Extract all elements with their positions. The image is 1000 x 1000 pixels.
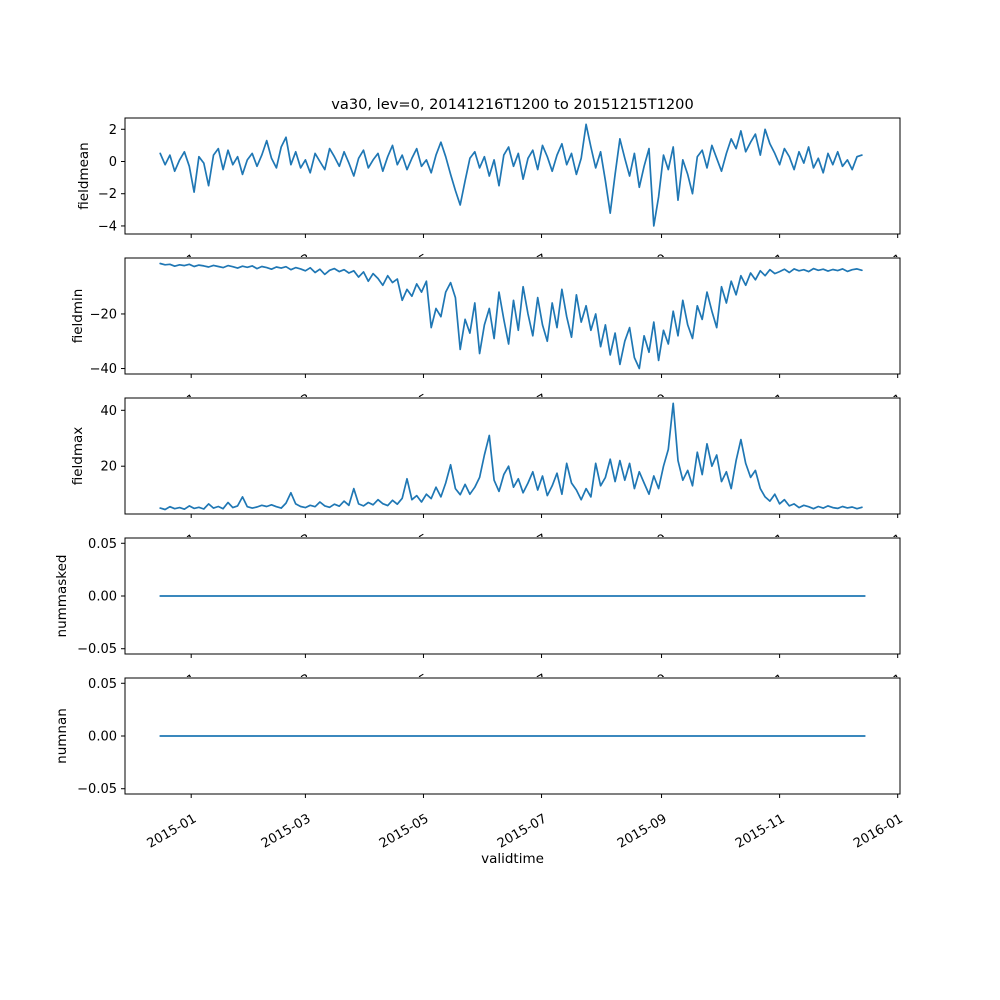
y-tick-label: 20: [100, 460, 117, 475]
subplot-numnan: 0.05 0.00 −0.05 numnan 2015-01 2015-03 2015-05…: [54, 677, 906, 852]
fieldmax-line: [159, 402, 863, 511]
y-tick-label: −4: [98, 219, 117, 234]
x-tick-label: 2015-11: [733, 671, 788, 711]
y-tick-label: 0.00: [88, 590, 117, 605]
x-tick-label: 2015-03: [259, 671, 314, 711]
plot-area-fieldmean: [159, 123, 863, 227]
x-tick-label: 2016-01: [851, 251, 906, 291]
x-tick-label: 2015-11: [733, 391, 788, 431]
x-axis-label: validtime: [481, 851, 544, 867]
fieldmean-line: [159, 123, 863, 227]
x-tick-label: 2015-05: [377, 391, 432, 431]
x-tick-label: 2015-07: [495, 811, 550, 851]
x-tick-label: 2015-09: [615, 251, 670, 291]
y-axis-title: nummasked: [54, 555, 70, 638]
y-axis-title: fieldmean: [76, 142, 92, 209]
subplot-fieldmax: 40 20 fieldmax 2015-01 2015-03 2015-05 2015-07…: [70, 397, 906, 571]
x-tick-labels: 2015-01 2015-03 2015-05 2015-07 2015-09 2015-…: [145, 531, 906, 571]
y-tick-label: 2: [109, 123, 117, 138]
x-tick-labels: 2015-01 2015-03 2015-05 2015-07 2015-09 2015-…: [145, 391, 906, 431]
x-tick-label: 2015-07: [495, 671, 550, 711]
y-tick-label: −0.05: [77, 642, 117, 657]
x-tick-label: 2015-09: [615, 811, 670, 851]
x-tick-label: 2015-09: [615, 671, 670, 711]
figure-title: va30, lev=0, 20141216T1200 to 20151215T1…: [331, 96, 694, 113]
x-tick-label: 2016-01: [851, 671, 906, 711]
x-tick-label: 2015-03: [259, 391, 314, 431]
x-tick-label: 2015-05: [377, 251, 432, 291]
x-tick-label: 2015-05: [377, 671, 432, 711]
plot-frame: [124, 117, 901, 235]
y-tick-label: 0: [109, 155, 117, 170]
x-tick-label: 2015-01: [145, 391, 200, 431]
y-tick-label: 0.00: [88, 730, 117, 745]
x-tick-label: 2015-09: [615, 531, 670, 571]
x-tick-label: 2015-01: [145, 531, 200, 571]
x-tick-label: 2015-03: [259, 811, 314, 851]
plot-area-fieldmin: [159, 262, 863, 370]
fieldmin-line: [159, 262, 863, 370]
x-tick-label: 2016-01: [851, 531, 906, 571]
y-axis-title: fieldmax: [70, 427, 86, 486]
y-tick-label: −40: [90, 362, 117, 377]
y-tick-label: 0.05: [88, 677, 117, 692]
y-tick-label: 0.05: [88, 537, 117, 552]
x-tick-label: 2015-07: [495, 531, 550, 571]
x-tick-label: 2016-01: [851, 391, 906, 431]
x-tick-label: 2015-05: [377, 531, 432, 571]
y-axis-title: numnan: [54, 708, 70, 764]
x-tick-label: 2015-03: [259, 531, 314, 571]
x-tick-label: 2015-11: [733, 811, 788, 851]
plot-frame: [124, 397, 901, 515]
x-tick-label: 2015-05: [377, 811, 432, 851]
x-tick-label: 2015-09: [615, 391, 670, 431]
y-tick-label: 40: [100, 404, 117, 419]
plot-area-fieldmax: [159, 402, 863, 511]
x-tick-labels: 2015-01 2015-03 2015-05 2015-07 2015-09 2015-…: [145, 671, 906, 711]
x-tick-label: 2015-07: [495, 391, 550, 431]
plot-frame: [124, 257, 901, 375]
x-tick-label: 2016-01: [851, 811, 906, 851]
x-tick-label: 2015-01: [145, 251, 200, 291]
x-tick-label: 2015-07: [495, 251, 550, 291]
x-tick-labels: 2015-01 2015-03 2015-05 2015-07 2015-09 2015-…: [145, 811, 906, 851]
x-tick-label: 2015-01: [145, 811, 200, 851]
y-axis-title: fieldmin: [70, 289, 86, 344]
x-tick-label: 2015-11: [733, 531, 788, 571]
y-tick-label: −20: [90, 307, 117, 322]
x-tick-label: 2015-01: [145, 671, 200, 711]
y-tick-label: −0.05: [77, 782, 117, 797]
y-tick-label: −2: [98, 187, 117, 202]
